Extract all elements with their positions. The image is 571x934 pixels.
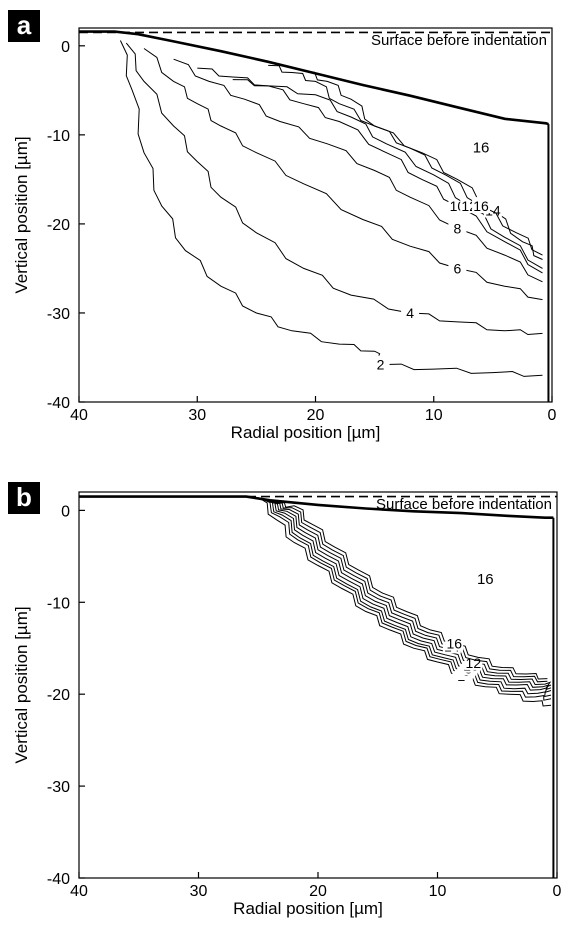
x-tick-label: 40: [70, 883, 88, 900]
surface-annotation: Surface before indentation: [376, 496, 552, 513]
chart-panel-a: a 40 30 20 10 0 0 -10 -20 -30 -40 Radial position …: [0, 0, 571, 462]
contour-line-2: [119, 40, 543, 377]
deformed-surface-line: [79, 495, 554, 519]
contour-label-bg: [448, 219, 467, 236]
contour-label-8: 8: [454, 220, 462, 236]
contour-line-12: [270, 501, 552, 688]
x-tick-label: 20: [307, 407, 325, 424]
contour-label-bg: [445, 634, 464, 651]
x-tick-label: 10: [429, 883, 447, 900]
x-tick-label: 20: [309, 883, 327, 900]
y-tick-label: -30: [47, 779, 70, 796]
contour-label-bg: [401, 303, 420, 320]
x-axis-title: Radial position [µm]: [233, 899, 383, 918]
contour-line-4: [260, 497, 552, 701]
contour-line-8: [173, 58, 543, 283]
x-axis-title: Radial position [µm]: [231, 423, 381, 442]
y-tick-label: -10: [47, 595, 70, 612]
contour-label-6: 6: [454, 260, 462, 276]
contour-line-6: [143, 48, 543, 301]
contour-line-10: [267, 500, 552, 691]
plot-frame: [78, 27, 553, 403]
x-tick-label: 30: [188, 407, 206, 424]
x-tick-label: 10: [425, 407, 443, 424]
y-axis-title: Vertical position [µm]: [12, 606, 31, 763]
contour-line-16: [303, 70, 543, 256]
region-annotation: 16: [477, 571, 494, 588]
contour-line-14: [272, 502, 548, 683]
chart-panel-b: b 40 30 20 10 0 0 -10 -20 -30 -40 Radial position …: [0, 478, 571, 934]
x-tick-label: 0: [548, 407, 557, 424]
panel-label-b: b: [8, 482, 40, 514]
contour-line-12: [232, 79, 543, 269]
contour-label-bg: [371, 355, 390, 372]
contour-label-bg: [448, 259, 467, 276]
contour-label-bg: [472, 197, 491, 214]
contour-label-16: 16: [446, 636, 462, 652]
panel-label-a: a: [8, 10, 40, 42]
contour-line-16: [274, 502, 548, 680]
y-tick-label: -40: [47, 871, 70, 888]
y-tick-label: 0: [61, 503, 70, 520]
y-tick-label: -10: [47, 128, 70, 145]
x-tick-label: 0: [553, 883, 562, 900]
contour-line-2: [258, 497, 552, 707]
x-tick-label: 40: [70, 407, 88, 424]
surface-annotation: Surface before indentation: [371, 32, 547, 49]
contour-line-14: [268, 64, 543, 260]
contour-line-6: [262, 498, 552, 698]
contour-label-16: 16: [473, 198, 489, 214]
chart-a-svg: 40 30 20 10 0 0 -10 -20 -30 -40 Radial position [µ…: [12, 27, 557, 442]
contour-line-4: [125, 42, 543, 336]
y-tick-label: -30: [47, 306, 70, 323]
y-axis-title: Vertical position [µm]: [12, 136, 31, 293]
contour-label-2: 2: [377, 357, 385, 373]
y-tick-label: -40: [47, 395, 70, 412]
chart-b-svg: 40 30 20 10 0 0 -10 -20 -30 -40 Radial position [µ…: [12, 491, 562, 918]
y-tick-label: -20: [47, 687, 70, 704]
contour-label-4: 4: [406, 305, 414, 321]
y-tick-label: 0: [61, 39, 70, 56]
region-annotation: 16: [473, 140, 490, 157]
y-tick-label: -20: [47, 217, 70, 234]
contour-line-10: [197, 67, 543, 274]
contour-line-8: [265, 499, 552, 693]
x-tick-label: 30: [190, 883, 208, 900]
